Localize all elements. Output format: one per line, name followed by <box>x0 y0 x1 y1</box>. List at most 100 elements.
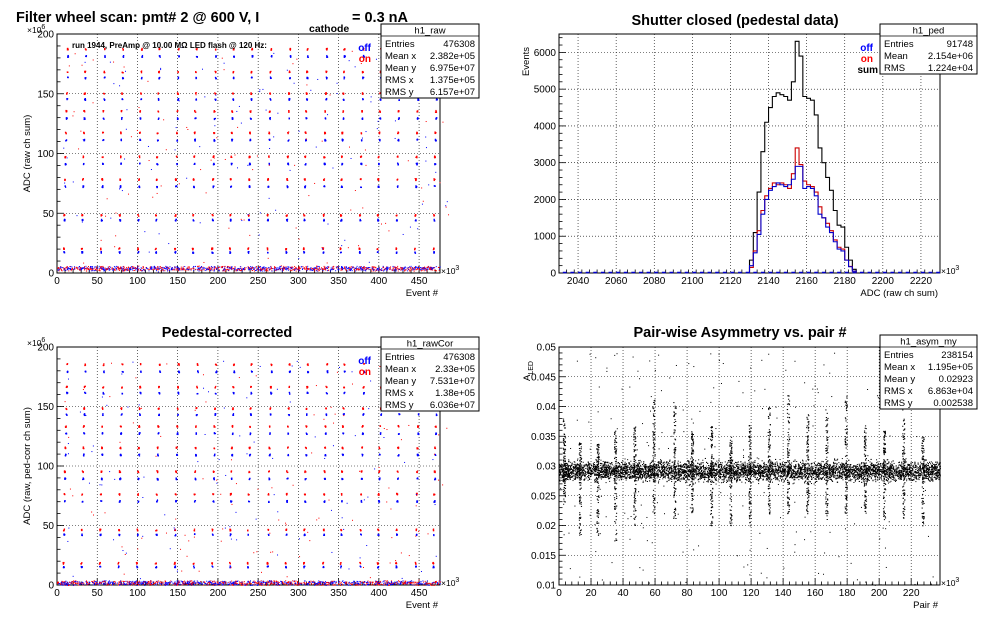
cor-point <box>149 582 151 584</box>
raw-point <box>294 265 296 267</box>
raw-point <box>250 99 253 101</box>
cor-point <box>239 581 241 583</box>
raw-point <box>432 267 434 269</box>
ped-ytick-label: 2000 <box>534 195 557 206</box>
raw-point <box>144 231 146 233</box>
raw-point <box>240 122 242 124</box>
raw-point <box>361 268 363 270</box>
raw-point <box>304 179 306 181</box>
raw-point <box>424 268 426 270</box>
raw-point <box>219 266 221 268</box>
raw-point <box>65 267 67 269</box>
cor-xtick-label: 400 <box>371 588 388 599</box>
raw-point <box>326 56 328 58</box>
raw-point <box>80 268 82 270</box>
raw-point <box>326 266 328 268</box>
ped-stat-value: 91748 <box>947 39 973 50</box>
raw-point <box>322 247 325 249</box>
raw-point <box>360 139 363 141</box>
raw-point <box>95 267 97 269</box>
raw-point <box>198 270 200 272</box>
raw-point <box>324 156 326 159</box>
raw-point <box>194 110 196 112</box>
raw-point <box>167 266 169 268</box>
raw-title-sub: cathode <box>309 23 349 35</box>
raw-point <box>213 138 215 141</box>
raw-point <box>65 132 67 134</box>
raw-point <box>267 220 269 222</box>
raw-point <box>231 111 234 113</box>
raw-point <box>261 268 263 270</box>
raw-point <box>421 269 423 271</box>
raw-point <box>177 71 179 73</box>
raw-point <box>124 270 126 272</box>
cor-point <box>400 583 402 585</box>
raw-point <box>293 82 295 84</box>
raw-point <box>409 267 411 269</box>
raw-stat-value: 2.382e+05 <box>430 51 475 62</box>
raw-point <box>257 269 259 271</box>
raw-point <box>102 268 104 270</box>
raw-point <box>100 218 103 221</box>
cor-point <box>307 584 309 586</box>
raw-point <box>317 268 319 270</box>
raw-point <box>422 200 424 202</box>
cor-point <box>75 584 77 586</box>
cor-point <box>160 583 162 585</box>
raw-point <box>300 267 302 269</box>
raw-point <box>287 162 290 164</box>
raw-point <box>230 218 232 221</box>
cor-point <box>285 580 287 582</box>
raw-point <box>82 155 84 157</box>
raw-point <box>58 268 60 270</box>
raw-point <box>340 219 342 221</box>
raw-point <box>420 269 422 271</box>
raw-point <box>342 92 345 95</box>
cor-point <box>125 583 127 585</box>
raw-point <box>415 266 417 268</box>
raw-point <box>102 267 104 269</box>
cor-xtick-label: 0 <box>54 588 60 599</box>
raw-point <box>312 268 314 270</box>
raw-point <box>350 266 352 268</box>
raw-point <box>166 269 168 271</box>
raw-point <box>421 187 423 189</box>
raw-point <box>174 149 176 151</box>
raw-point <box>188 266 190 268</box>
raw-point <box>307 268 309 270</box>
raw-point <box>148 269 150 271</box>
raw-point <box>239 268 241 270</box>
raw-point <box>372 270 374 272</box>
raw-point <box>245 267 247 269</box>
raw-point <box>213 267 215 269</box>
raw-point <box>270 268 272 270</box>
ped-xtick-label: 2160 <box>796 276 819 287</box>
raw-point <box>394 137 396 139</box>
raw-point <box>407 268 409 270</box>
raw-point <box>247 266 249 268</box>
raw-point <box>324 268 326 270</box>
raw-point <box>120 268 122 270</box>
cor-point <box>191 580 193 582</box>
raw-point <box>342 110 344 113</box>
raw-point <box>425 147 427 149</box>
raw-point <box>335 266 337 268</box>
raw-point <box>306 49 309 51</box>
raw-point <box>306 56 309 58</box>
raw-point <box>211 247 213 249</box>
raw-point <box>81 252 83 254</box>
raw-point <box>385 268 387 270</box>
raw-point <box>63 147 65 149</box>
raw-point <box>298 267 300 269</box>
raw-point <box>118 266 120 268</box>
raw-point <box>339 214 342 216</box>
ped-ytick-label: 4000 <box>534 121 557 132</box>
raw-point <box>342 110 344 112</box>
raw-point <box>129 268 131 270</box>
raw-point <box>324 110 326 112</box>
cor-point <box>278 582 280 584</box>
raw-point <box>285 252 287 254</box>
raw-point <box>359 269 361 271</box>
raw-point <box>229 251 231 253</box>
raw-point <box>290 56 292 58</box>
